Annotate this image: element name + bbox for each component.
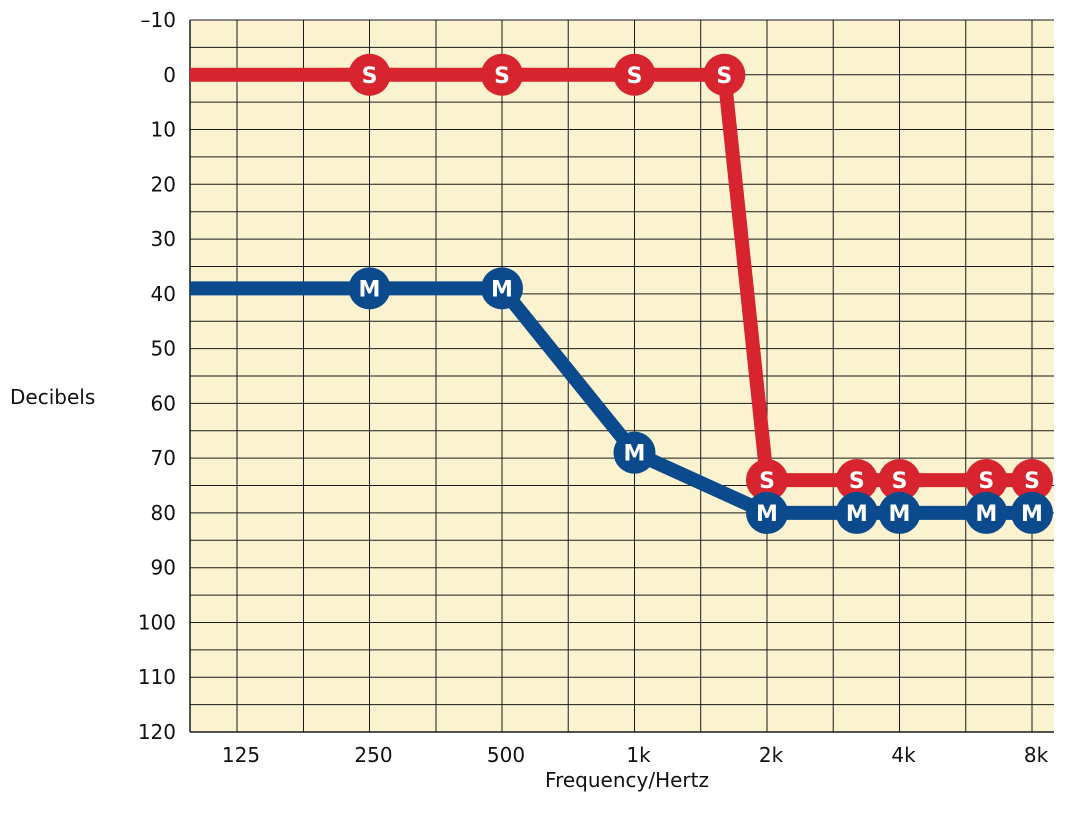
- data-point-s: S: [613, 53, 656, 96]
- y-tick-label: 20: [151, 172, 176, 196]
- marker-letter: S: [362, 64, 378, 89]
- x-tick-label: 8k: [1024, 743, 1049, 767]
- y-tick-label: 30: [151, 227, 176, 251]
- marker-circle: [878, 491, 921, 534]
- y-tick-label: 100: [138, 610, 176, 634]
- y-tick-label: 70: [151, 446, 176, 470]
- data-point-m: M: [348, 267, 391, 310]
- marker-circle: [835, 459, 878, 502]
- data-point-m: M: [746, 491, 788, 534]
- marker-letter: S: [627, 64, 643, 89]
- marker-letter: S: [1024, 469, 1040, 494]
- data-point-s: S: [746, 459, 788, 502]
- y-tick-label: 80: [151, 501, 176, 525]
- data-point-s: S: [703, 53, 746, 96]
- data-point-s: S: [481, 53, 523, 96]
- marker-circle: [481, 53, 523, 96]
- marker-circle: [348, 53, 391, 96]
- marker-letter: S: [716, 64, 732, 89]
- marker-letter: M: [846, 502, 868, 527]
- marker-letter: M: [975, 502, 997, 527]
- x-tick-labels: 125 250 500 1k 2k 4k 8k: [222, 743, 1049, 767]
- data-point-s: S: [965, 459, 1008, 502]
- marker-letter: M: [889, 502, 911, 527]
- marker-circle: [746, 459, 788, 502]
- marker-letter: S: [849, 469, 865, 494]
- data-point-m: M: [613, 431, 656, 474]
- marker-circle: [965, 459, 1008, 502]
- x-axis-title: Frequency/Hertz: [545, 768, 709, 792]
- marker-circle: [1011, 459, 1053, 502]
- data-point-m: M: [1011, 491, 1053, 534]
- marker-circle: [835, 491, 878, 534]
- y-tick-label: 40: [151, 282, 176, 306]
- data-point-s: S: [835, 459, 878, 502]
- y-tick-label: 90: [151, 556, 176, 580]
- series-line-s: [190, 67, 1032, 488]
- marker-circle: [481, 267, 523, 310]
- marker-letter: S: [978, 469, 994, 494]
- data-point-m: M: [878, 491, 921, 534]
- data-point-s: S: [348, 53, 391, 96]
- marker-letter: S: [759, 469, 775, 494]
- x-tick-label: 125: [222, 743, 260, 767]
- x-tick-label: 250: [354, 743, 392, 767]
- marker-circle: [348, 267, 391, 310]
- marker-letter: M: [756, 502, 778, 527]
- x-tick-label: 500: [487, 743, 525, 767]
- marker-circle: [746, 491, 788, 534]
- data-point-m: M: [965, 491, 1008, 534]
- data-point-s: S: [878, 459, 921, 502]
- y-tick-label: 110: [138, 665, 176, 689]
- x-tick-label: 1k: [626, 743, 651, 767]
- y-tick-labels: –10 0 10 20 30 40 50 60 70 80 90 100 110 120: [138, 8, 176, 744]
- marker-circle: [1011, 491, 1053, 534]
- y-tick-label: 120: [138, 720, 176, 744]
- marker-letter: S: [494, 64, 510, 89]
- data-point-m: M: [481, 267, 523, 310]
- y-tick-label: 0: [163, 63, 176, 87]
- marker-circle: [613, 431, 656, 474]
- y-axis-title: Decibels: [10, 385, 95, 409]
- y-tick-label: 50: [151, 337, 176, 361]
- y-tick-label: –10: [141, 8, 176, 32]
- data-point-m: M: [835, 491, 878, 534]
- marker-circle: [878, 459, 921, 502]
- marker-letter: S: [892, 469, 908, 494]
- marker-letter: M: [359, 277, 381, 302]
- y-tick-label: 10: [151, 118, 176, 142]
- x-tick-label: 2k: [759, 743, 784, 767]
- marker-circle: [613, 53, 656, 96]
- y-tick-label: 60: [151, 391, 176, 415]
- data-point-s: S: [1011, 459, 1053, 502]
- marker-circle: [703, 53, 746, 96]
- series-markers: S S S SS S S S SM MMM M M M M: [348, 53, 1053, 534]
- marker-letter: M: [491, 277, 513, 302]
- marker-circle: [965, 491, 1008, 534]
- marker-letter: M: [1021, 502, 1043, 527]
- marker-letter: M: [624, 442, 646, 467]
- x-tick-label: 4k: [891, 743, 916, 767]
